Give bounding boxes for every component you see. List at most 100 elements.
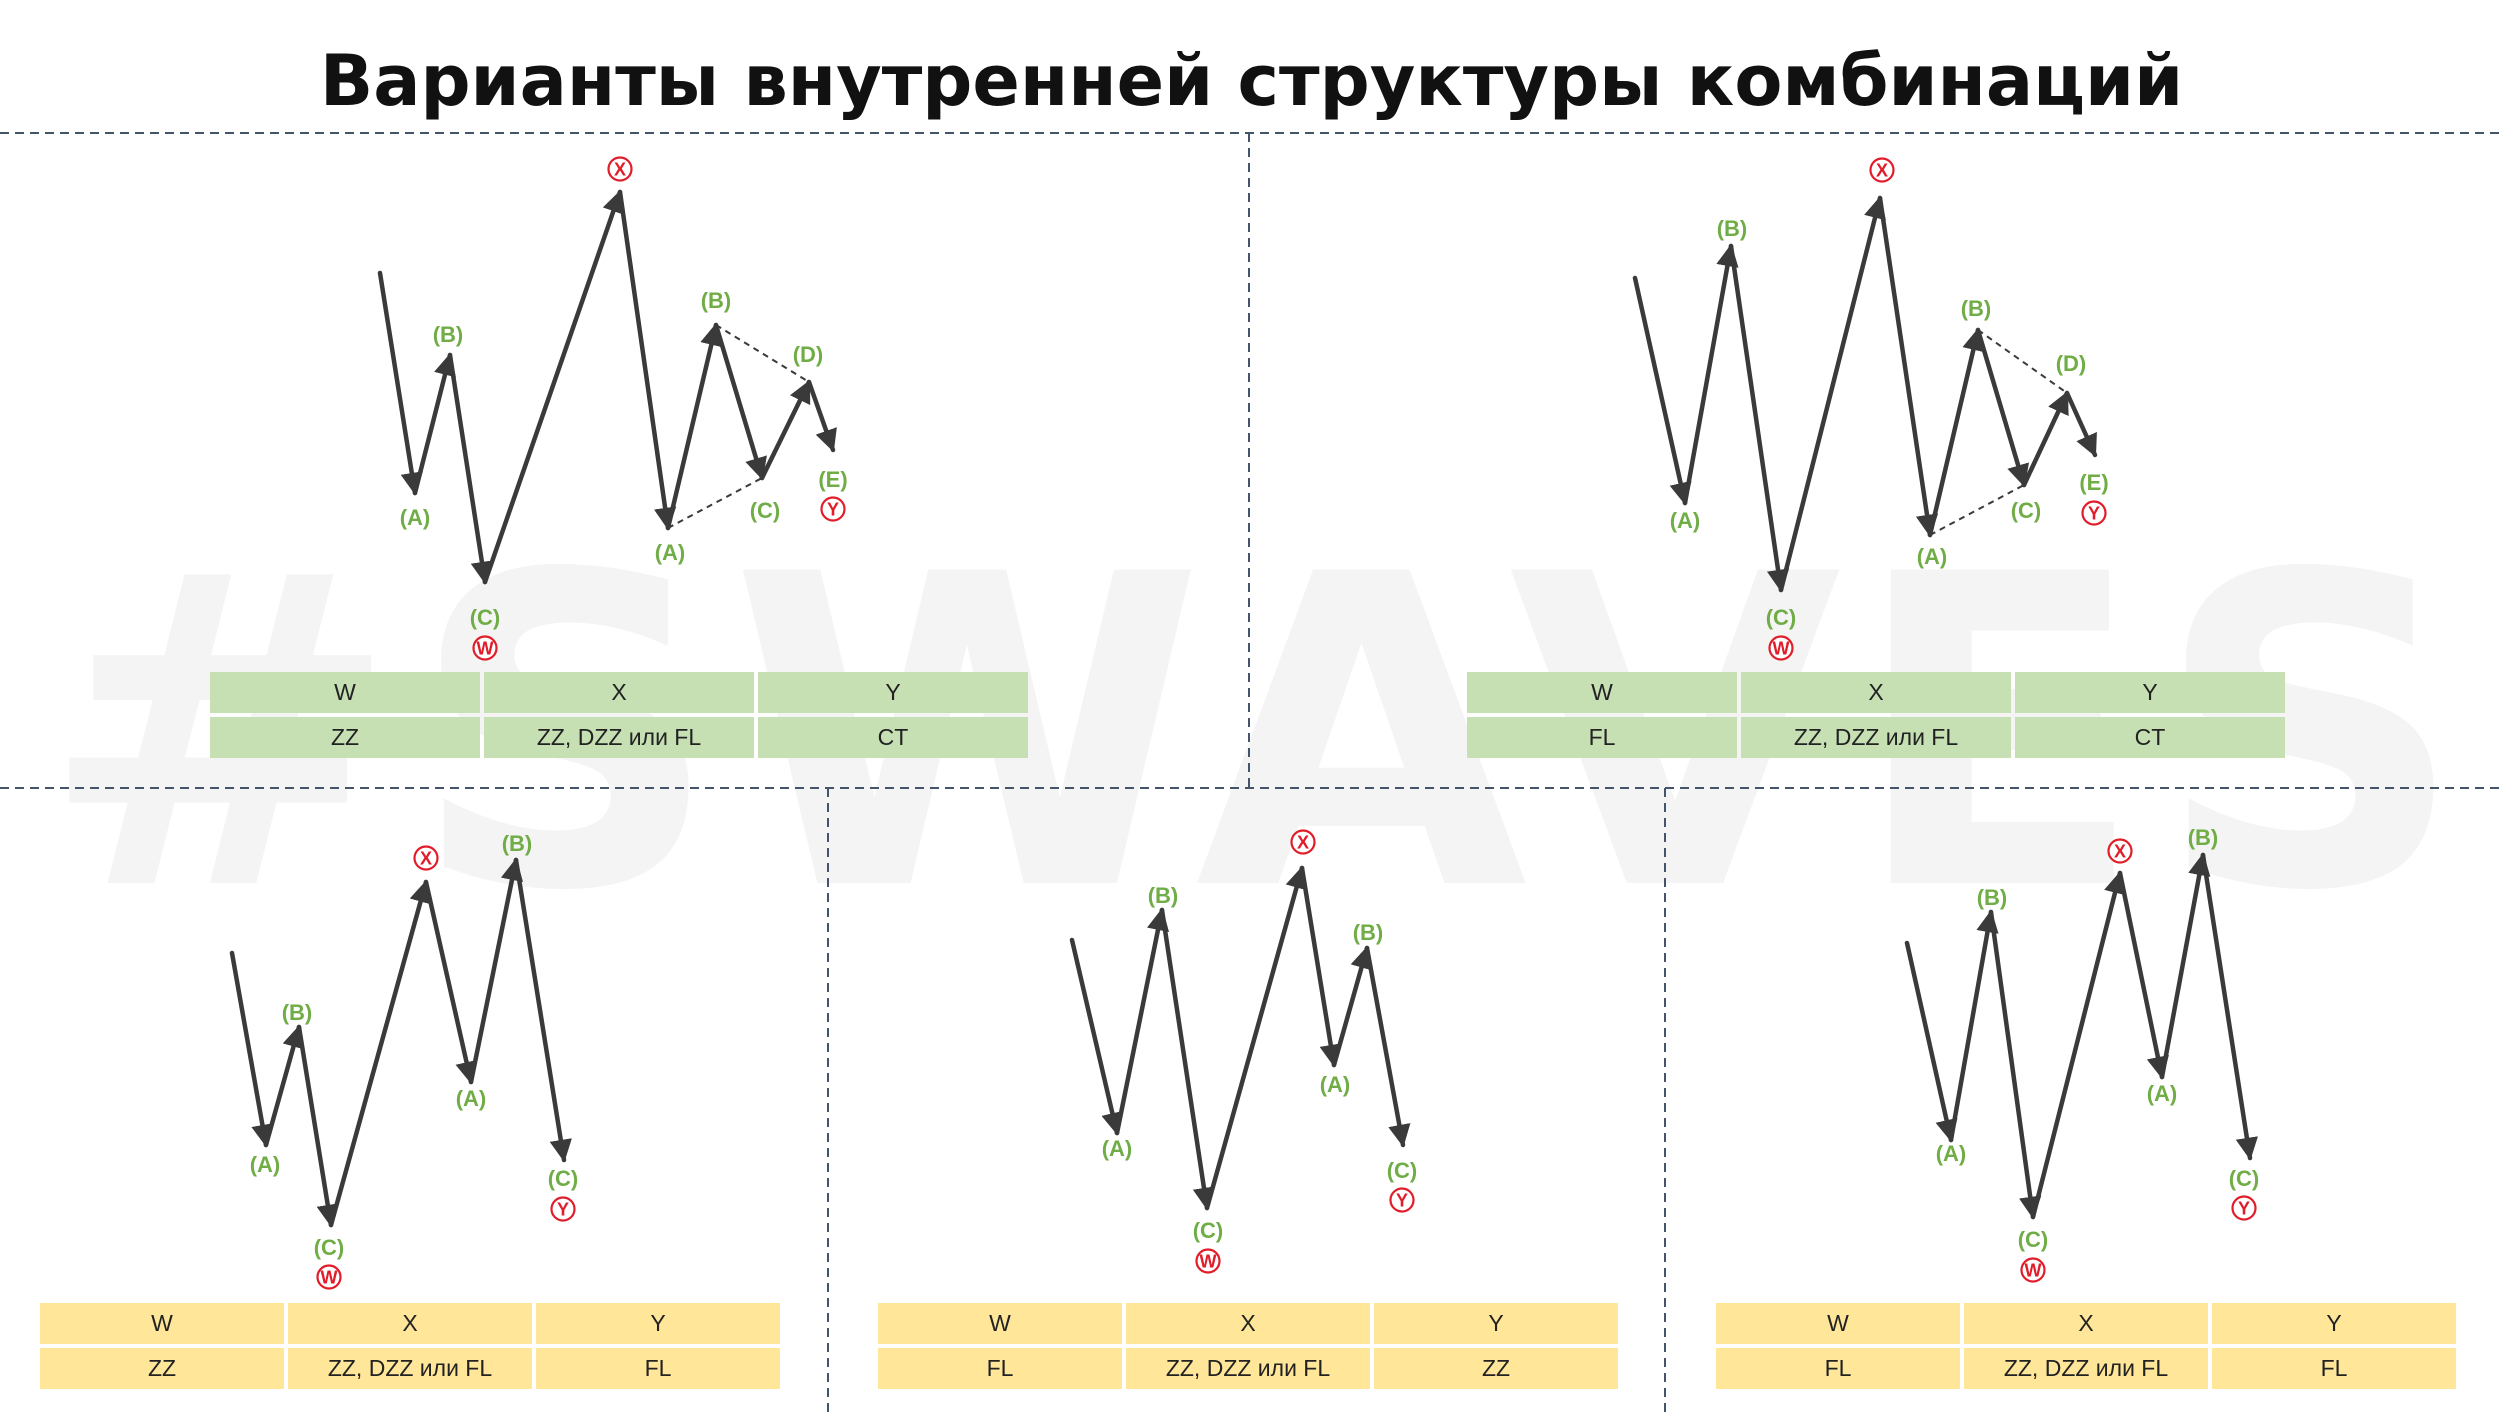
wave-label: (A) [456,1086,487,1111]
table-cell: ZZ, DZZ или FL [1741,717,2011,758]
wave-segment [447,352,494,585]
wave-segment [1877,195,1939,538]
wave-segment [412,352,456,496]
wave-segment [1632,275,1692,506]
triangle-guide-line [667,477,763,529]
wave-label: (C) [548,1166,579,1191]
wave-degree-label-x: X [413,845,439,871]
wave-label: (A) [400,505,431,530]
wave-degree-label-y: Y [1389,1187,1415,1213]
triangle-guide-line [1977,329,2068,394]
wave-segment [1204,865,1308,1211]
svg-text:Y: Y [557,1200,569,1220]
wave-segment [229,950,274,1148]
wave-segment [1975,327,2030,488]
wave-panel-bottom-middle: (A) (B) (C) W X (A) (B) (C) Y [1069,829,1418,1274]
wave-label: (B) [701,288,732,313]
wave-degree-label-x: X [1869,157,1895,183]
wave-segment [713,322,767,481]
table-header-cell: Y [2015,672,2285,713]
svg-text:W: W [2025,1261,2042,1281]
wave-segment [482,189,625,585]
table-header-cell: X [288,1303,532,1344]
wave-segment [513,857,572,1163]
wave-label: (D) [2056,351,2087,376]
wave-degree-label-y: Y [820,496,846,522]
structure-table-bottom-middle: W X Y FL ZZ, DZZ или FL ZZ [874,1299,1622,1393]
wave-segment [1159,907,1216,1211]
wave-label: (C) [470,605,501,630]
wave-label: (B) [502,831,533,856]
table-header-cell: Y [1374,1303,1618,1344]
wave-segment [1114,907,1170,1136]
wave-label: (E) [818,467,847,492]
structure-table-top-left: W X Y ZZ ZZ, DZZ или FL CT [206,668,1032,762]
wave-degree-label-w: W [1195,1248,1221,1274]
wave-label: (A) [1320,1072,1351,1097]
wave-segment [2117,870,2169,1080]
table-row: FL ZZ, DZZ или FL FL [1716,1348,2456,1389]
wave-segment [1069,937,1124,1136]
wave-segment [1331,945,1373,1068]
table-header-cell: W [1467,672,1737,713]
svg-text:W: W [321,1268,338,1288]
wave-segment [328,879,432,1228]
wave-label: (C) [314,1235,345,1260]
wave-segment [2200,852,2259,1161]
wave-segment [1927,327,1985,538]
wave-label: (C) [1387,1158,1418,1183]
page-title: Варианты внутренней структуры комбинаций [319,40,2184,122]
wave-label: (C) [750,498,781,523]
wave-segment [1778,195,1886,593]
wave-label: (B) [282,1000,313,1025]
wave-segment [468,857,524,1085]
svg-text:X: X [2114,842,2126,862]
wave-degree-label-w: W [1768,635,1794,661]
triangle-guide-line [1929,484,2025,536]
wave-label: (A) [1936,1141,1967,1166]
wave-label: (A) [2147,1081,2178,1106]
table-header-cell: Y [536,1303,780,1344]
svg-text:W: W [477,639,494,659]
wave-panel-top-left: (A) (B) (C) W X (A) (B) (C) (D) (E) Y [377,156,848,661]
table-cell: ZZ [210,717,480,758]
table-header-row: W X Y [40,1303,780,1344]
wave-label: (C) [2018,1227,2049,1252]
wave-segment [1988,909,2042,1220]
table-row: ZZ ZZ, DZZ или FL CT [210,717,1028,758]
wave-segment [1299,865,1342,1068]
wave-label: (C) [1766,605,1797,630]
structure-table-bottom-right: W X Y FL ZZ, DZZ или FL FL [1712,1299,2460,1393]
table-header-cell: W [210,672,480,713]
wave-segment [423,879,478,1085]
table-header-row: W X Y [1467,672,2285,713]
table-header-cell: X [484,672,754,713]
wave-segment [1682,243,1739,506]
wave-segment [263,1024,305,1148]
wave-panel-bottom-left: (A) (B) (C) W X (A) (B) (C) Y [229,831,579,1290]
wave-degree-label-w: W [472,635,498,661]
wave-panel-top-right: (A) (B) (C) W X (A) (B) (C) (D) (E) Y [1632,157,2109,661]
wave-label: (C) [1193,1218,1224,1243]
wave-degree-label-y: Y [550,1196,576,1222]
table-cell: ZZ [40,1348,284,1389]
wave-label: (A) [1917,544,1948,569]
wave-label: (B) [1977,885,2008,910]
panel-dividers [0,132,2503,1413]
wave-label: (D) [793,342,824,367]
wave-segment [1728,243,1790,593]
table-header-cell: X [1964,1303,2208,1344]
table-cell: ZZ [1374,1348,1618,1389]
wave-segment [2064,390,2098,458]
wave-label: (C) [2011,498,2042,523]
triangle-guide-line [715,324,810,383]
svg-text:W: W [1773,639,1790,659]
wave-degree-label-y: Y [2231,1195,2257,1221]
wave-segment [759,379,812,481]
wave-segment [1948,909,1999,1143]
svg-text:X: X [1876,161,1888,181]
table-header-cell: W [1716,1303,1960,1344]
table-cell: FL [1467,717,1737,758]
wave-panel-bottom-right: (A) (B) (C) W X (A) (B) (C) Y [1904,825,2259,1283]
